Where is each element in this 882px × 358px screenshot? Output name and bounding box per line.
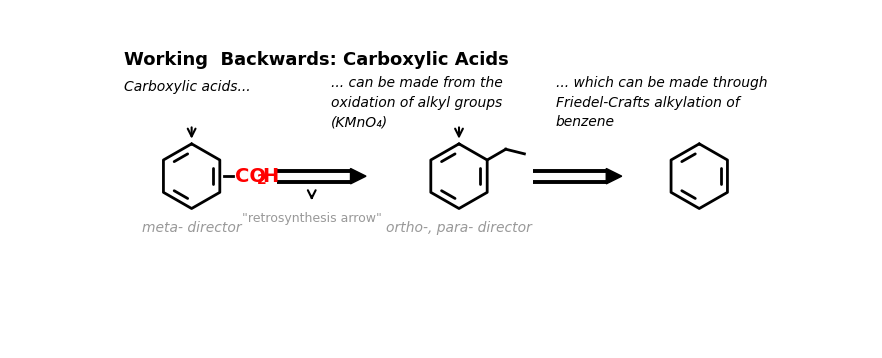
- Polygon shape: [606, 169, 622, 184]
- Text: ... which can be made through
Friedel-Crafts alkylation of
benzene: ... which can be made through Friedel-Cr…: [556, 76, 767, 129]
- Text: meta- director: meta- director: [142, 221, 242, 235]
- Text: Working  Backwards: Carboxylic Acids: Working Backwards: Carboxylic Acids: [124, 51, 509, 69]
- Text: 2: 2: [257, 173, 266, 187]
- Polygon shape: [350, 169, 366, 184]
- Text: CO: CO: [235, 167, 266, 186]
- Text: ... can be made from the
oxidation of alkyl groups
(KMnO₄): ... can be made from the oxidation of al…: [331, 76, 503, 129]
- Text: H: H: [262, 167, 279, 186]
- Text: "retrosynthesis arrow": "retrosynthesis arrow": [242, 212, 382, 225]
- Text: ortho-, para- director: ortho-, para- director: [386, 221, 532, 235]
- Text: Carboxylic acids...: Carboxylic acids...: [124, 80, 250, 94]
